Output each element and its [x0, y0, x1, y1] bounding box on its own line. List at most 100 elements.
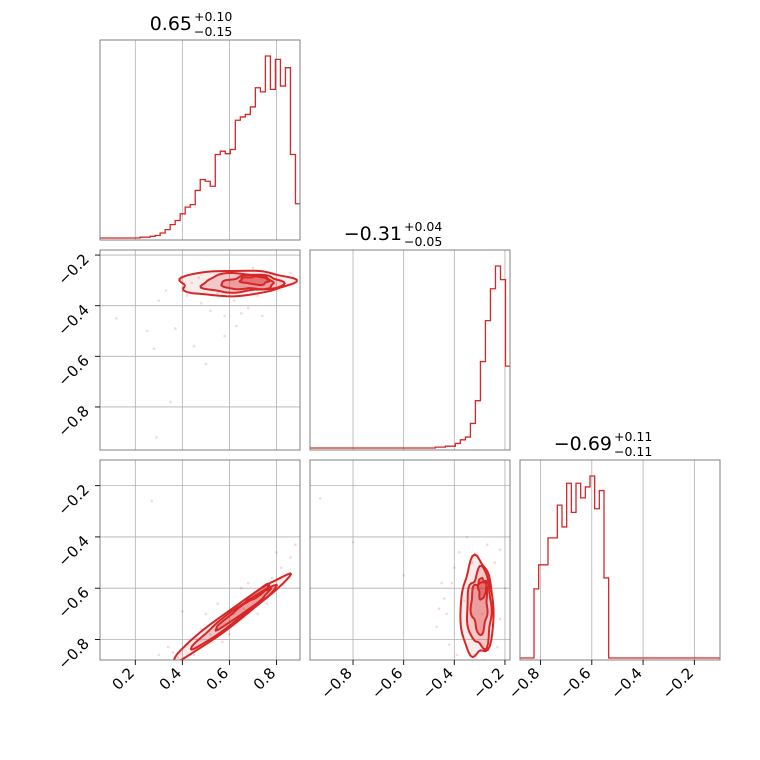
sample-point	[209, 633, 212, 636]
y-tick-label-2: −0.8	[54, 635, 92, 673]
panel-content	[115, 266, 298, 439]
sample-point	[493, 561, 497, 564]
sample-point	[204, 362, 208, 366]
grid	[540, 460, 695, 660]
sample-point	[251, 266, 255, 270]
sample-point	[261, 314, 264, 318]
scatter-panel-2-0	[99, 459, 301, 661]
sample-point	[192, 344, 196, 348]
sample-point	[480, 612, 484, 616]
sample-point	[503, 586, 507, 590]
sample-point	[440, 581, 443, 585]
sample-point	[275, 551, 278, 554]
histogram-panel-1	[309, 249, 511, 451]
sample-point	[223, 314, 227, 318]
y-tick-label-1: −0.8	[54, 402, 92, 440]
title-minus: −0.11	[614, 444, 652, 459]
sample-point	[173, 327, 177, 330]
param-title-2: −0.69 +0.11−0.11	[554, 429, 653, 459]
x-tick-label-2: −0.6	[556, 664, 594, 702]
sample-point	[463, 599, 466, 603]
title-median: −0.69	[554, 433, 612, 455]
histogram-panel-2	[519, 459, 721, 661]
sample-point	[176, 656, 179, 659]
title-median: −0.31	[344, 223, 402, 245]
param-title-0: 0.65 +0.10−0.15	[150, 9, 233, 39]
sample-point	[496, 645, 499, 649]
panel-content	[318, 497, 507, 660]
density-contour-3	[476, 576, 488, 601]
sample-point	[171, 651, 175, 654]
sample-point	[246, 306, 250, 310]
sample-point	[246, 581, 250, 585]
sample-point	[181, 609, 184, 613]
panel-frame	[99, 249, 301, 451]
sample-point	[239, 586, 243, 590]
x-tick-label-0: 0.4	[156, 664, 186, 694]
title-plus: +0.10	[194, 9, 232, 24]
title-median: 0.65	[150, 13, 192, 35]
panel-frame	[99, 39, 301, 241]
sample-point	[470, 561, 474, 564]
y-tick-label-2: −0.6	[54, 583, 92, 621]
sample-point	[164, 289, 168, 292]
x-tick-label-2: −0.2	[659, 664, 697, 702]
sample-point	[453, 566, 456, 569]
sample-point	[228, 633, 231, 636]
histogram-series-0	[100, 55, 300, 239]
sample-point	[209, 309, 212, 313]
histogram-panel-0	[99, 39, 301, 241]
y-tick-label-1: −0.2	[54, 250, 92, 288]
param-title-1: −0.31 +0.04−0.05	[344, 219, 443, 249]
sample-point	[442, 597, 446, 600]
sample-point	[145, 329, 149, 333]
sample-point	[435, 625, 438, 628]
y-tick-label-1: −0.6	[54, 351, 92, 389]
y-tick-label-1: −0.4	[54, 301, 92, 339]
histogram-series-2	[520, 475, 720, 659]
x-tick-label-2: −0.4	[607, 664, 645, 702]
sample-point	[256, 612, 259, 616]
sample-point	[185, 294, 189, 297]
sample-point	[279, 566, 283, 569]
title-plus: +0.11	[614, 429, 652, 444]
x-tick-label-0: 0.6	[203, 664, 233, 694]
grid	[352, 250, 506, 450]
grid	[100, 250, 300, 450]
sample-point	[235, 324, 238, 328]
sample-point	[197, 276, 201, 280]
title-minus: −0.05	[404, 234, 442, 249]
sample-point	[498, 617, 502, 621]
sample-point	[465, 535, 469, 539]
sample-point	[155, 436, 158, 439]
title-plus: +0.04	[404, 219, 442, 234]
sample-point	[498, 548, 502, 552]
sample-point	[289, 271, 292, 275]
grid	[100, 460, 300, 660]
title-minus: −0.15	[194, 24, 232, 39]
sample-point	[265, 602, 269, 605]
sample-point	[318, 497, 322, 500]
panel-frame	[519, 459, 721, 661]
scatter-panel-2-1	[309, 459, 511, 661]
panel-frame	[309, 249, 511, 451]
x-tick-label-1: −0.4	[419, 664, 457, 702]
sample-point	[458, 551, 461, 554]
sample-point	[157, 653, 161, 657]
x-tick-label-1: −0.8	[317, 664, 355, 702]
x-tick-label-0: 0.2	[109, 664, 139, 694]
sample-point	[455, 653, 459, 657]
sample-point	[115, 317, 118, 320]
x-tick-label-1: −0.2	[469, 664, 507, 702]
sample-point	[437, 607, 441, 611]
sample-point	[232, 299, 236, 302]
sample-point	[157, 299, 161, 302]
sample-point	[270, 576, 274, 580]
density-contour-3	[238, 274, 272, 286]
sample-point	[223, 334, 227, 338]
sample-point	[192, 653, 196, 657]
sample-point	[216, 602, 219, 605]
sample-point	[485, 543, 489, 546]
sample-point	[239, 311, 243, 315]
